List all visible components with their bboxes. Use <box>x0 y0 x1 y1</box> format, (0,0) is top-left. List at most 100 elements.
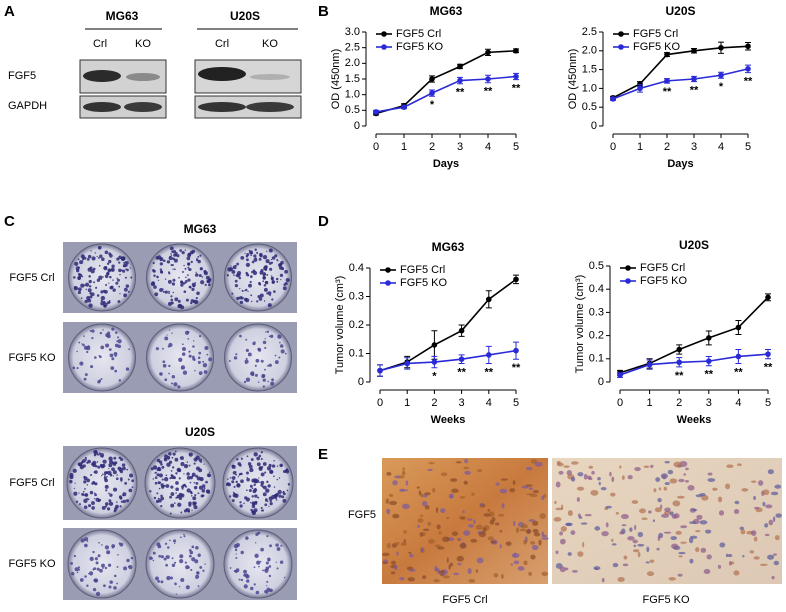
colony <box>89 490 94 495</box>
colony <box>231 292 234 295</box>
colony <box>186 461 188 463</box>
colony <box>232 493 237 498</box>
colony <box>92 587 97 592</box>
colony <box>264 338 266 340</box>
cell <box>637 543 645 547</box>
point <box>485 49 491 56</box>
colony <box>95 591 101 597</box>
colony <box>245 338 248 341</box>
colony <box>196 291 200 296</box>
cell <box>565 522 573 527</box>
colony <box>167 546 170 549</box>
colony <box>265 591 269 594</box>
colony <box>169 476 172 480</box>
colony <box>275 561 277 563</box>
colony <box>93 482 96 485</box>
point <box>664 51 670 58</box>
colony <box>260 560 262 563</box>
colony <box>183 533 185 536</box>
colony <box>174 450 177 453</box>
colony <box>180 511 183 514</box>
colony <box>249 275 253 278</box>
colony <box>284 576 286 579</box>
cell <box>427 468 433 472</box>
colony <box>74 482 76 484</box>
colony <box>262 385 265 388</box>
cell <box>629 527 633 532</box>
cell <box>539 513 546 520</box>
y-tick-label: 0.2 <box>349 319 364 331</box>
colony <box>250 586 254 591</box>
point <box>676 346 682 353</box>
colony <box>258 466 263 471</box>
colony <box>264 503 268 507</box>
cell <box>462 509 465 514</box>
colony <box>195 546 199 550</box>
cell <box>453 572 460 576</box>
colony <box>86 296 91 301</box>
colony <box>164 378 168 382</box>
cell <box>499 488 508 494</box>
colony <box>85 288 88 291</box>
colony <box>125 284 130 288</box>
legend-label: FGF5 Crl <box>396 28 441 40</box>
chart-title: U20S <box>679 238 709 252</box>
colony <box>245 377 251 382</box>
cell <box>468 579 476 583</box>
colony <box>166 575 171 581</box>
colony <box>245 357 248 360</box>
colony <box>84 543 88 548</box>
y-axis-label: OD (450nm) <box>567 49 579 110</box>
panel-label: C <box>4 213 15 230</box>
y-tick-label: 0 <box>358 376 364 388</box>
cell <box>493 573 499 578</box>
colony <box>193 485 198 490</box>
colony <box>198 485 204 490</box>
colony <box>129 473 134 478</box>
cell <box>459 496 466 499</box>
cell <box>737 463 742 467</box>
colony <box>83 284 86 287</box>
colony <box>258 565 260 568</box>
colony <box>117 339 122 344</box>
colony <box>130 556 134 560</box>
colony <box>172 452 176 456</box>
colony <box>115 477 119 481</box>
blot-group: MG63 <box>106 9 139 23</box>
colony <box>82 343 85 347</box>
colony <box>112 288 116 292</box>
cell <box>479 503 484 506</box>
colony <box>244 496 248 500</box>
colony <box>164 278 167 280</box>
colony <box>105 343 110 348</box>
cell <box>470 538 478 543</box>
colony <box>175 481 179 485</box>
colony <box>236 262 240 266</box>
cell <box>555 481 561 488</box>
colony <box>125 367 130 371</box>
y-tick-label: 0 <box>354 120 360 132</box>
colony <box>267 291 272 295</box>
colony <box>83 475 86 479</box>
cell <box>555 550 559 555</box>
colony <box>108 463 113 468</box>
colony <box>194 559 199 564</box>
colony <box>96 461 99 463</box>
colony <box>168 452 172 456</box>
colony <box>117 300 121 303</box>
colony <box>179 554 184 559</box>
colony <box>78 341 81 344</box>
cell <box>749 550 755 554</box>
cell <box>571 569 578 573</box>
cell <box>772 516 776 522</box>
series-line <box>379 349 517 372</box>
colony <box>179 559 184 564</box>
colony <box>277 489 282 495</box>
colony <box>268 565 272 568</box>
colony <box>114 464 116 466</box>
ihc-caption: FGF5 Crl <box>442 594 487 606</box>
colony <box>108 299 111 302</box>
cell <box>530 554 536 560</box>
colony <box>93 578 98 583</box>
colony <box>172 278 176 282</box>
